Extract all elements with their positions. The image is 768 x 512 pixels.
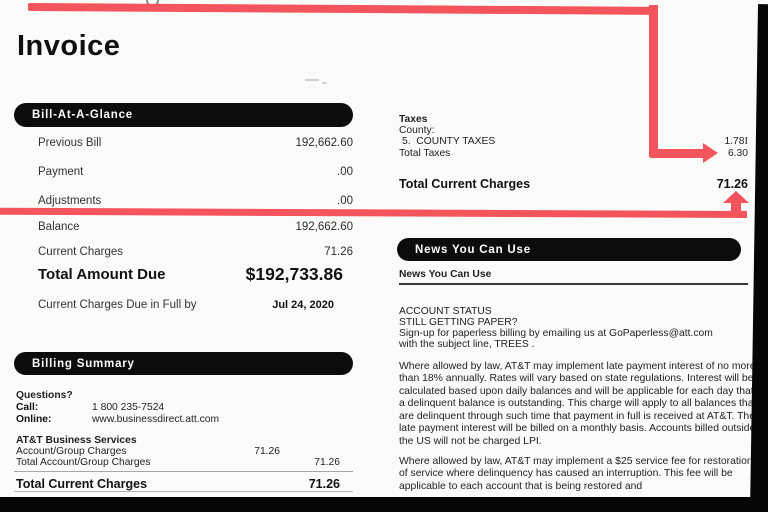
table-row: Adjustments .00 [38, 195, 353, 207]
business-services-label: AT&T Business Services [16, 435, 137, 446]
table-row: Current Charges 71.26 [38, 246, 353, 258]
smudge-artifact [305, 79, 319, 81]
bill-row-value: 71.26 [324, 246, 353, 258]
annotation-long-line [0, 207, 748, 218]
divider [14, 471, 353, 472]
billing-summary-header: Billing Summary [14, 352, 353, 375]
call-row: Call: 1 800 235-7524 [16, 402, 316, 414]
account-status-line: ACCOUNT STATUS [399, 306, 492, 317]
charges-row-label: Total Account/Group Charges [16, 457, 151, 468]
due-date-row: Current Charges Due in Full by Jul 24, 2… [38, 299, 334, 311]
total-taxes-label: Total Taxes [399, 148, 451, 159]
right-border-bar [750, 4, 768, 512]
annotation-arrow-right-icon [703, 143, 718, 163]
signup-line: with the subject line, TREES . [399, 339, 535, 350]
total-current-charges-row: Total Current Charges 71.26 [16, 477, 340, 491]
news-header: News You Can Use [397, 238, 741, 261]
news-header-label: News You Can Use [415, 243, 531, 256]
online-row: Online: www.businessdirect.att.com [16, 414, 316, 426]
bottom-border-bar [0, 497, 768, 512]
page-title: Invoice [17, 30, 121, 62]
call-value: 1 800 235-7524 [92, 402, 165, 413]
county-label: County: [399, 125, 435, 136]
text-cursor: I [744, 136, 749, 147]
total-current-charges-value: 71.26 [716, 177, 748, 191]
charges-row-value: 71.26 [314, 457, 340, 468]
bill-row-label: Current Charges [38, 246, 124, 258]
total-amount-due-row: Total Amount Due $192,733.86 [38, 264, 343, 285]
news-subheader: News You Can Use [399, 269, 492, 280]
bill-row-value: .00 [337, 166, 353, 178]
annotation-arrow-up-shaft [731, 202, 741, 215]
divider [399, 283, 748, 285]
bill-row-value: .00 [337, 195, 353, 207]
online-label: Online: [16, 414, 52, 425]
total-current-charges-label: Total Current Charges [399, 177, 531, 191]
annotation-top-line [27, 3, 659, 15]
online-value: www.businessdirect.att.com [92, 414, 220, 425]
bill-row-label: Adjustments [38, 195, 102, 207]
county-taxes-value: 1.78I [724, 136, 749, 147]
questions-label: Questions? [16, 390, 73, 401]
total-taxes-value: 6.30 [727, 148, 748, 159]
bill-at-a-glance-header: Bill-At-A-Glance [14, 103, 353, 127]
charges-row-label: Account/Group Charges [16, 446, 127, 457]
annotation-vertical-line [649, 5, 658, 157]
total-current-charges-row: Total Current Charges 71.26 [399, 177, 748, 191]
table-row: Account/Group Charges 71.26 [16, 446, 280, 458]
signup-line: Sign-up for paperless billing by emailin… [399, 328, 713, 339]
total-current-charges-label: Total Current Charges [16, 477, 148, 491]
total-current-charges-value: 71.26 [308, 477, 340, 491]
taxes-heading: Taxes [399, 114, 428, 125]
annotation-arrow-right-shaft [650, 149, 705, 158]
county-taxes-label: 5. COUNTY TAXES [402, 136, 496, 147]
bill-row-value: 192,662.60 [295, 137, 353, 149]
total-amount-due-value: $192,733.86 [245, 264, 343, 284]
table-row: Previous Bill 192,662.60 [38, 137, 353, 149]
smudge-artifact [322, 82, 327, 84]
annotation-arrow-up-icon [723, 191, 749, 203]
news-paragraph: Where allowed by law, AT&T may implement… [399, 456, 753, 492]
account-status-line: STILL GETTING PAPER? [399, 317, 518, 328]
bill-row-value: 192,662.60 [295, 221, 353, 233]
table-row: Total Account/Group Charges 71.26 [16, 457, 340, 469]
bill-at-a-glance-header-label: Bill-At-A-Glance [32, 109, 133, 121]
bill-row-label: Previous Bill [38, 137, 102, 149]
table-row: Payment .00 [38, 166, 353, 178]
table-row: Balance 192,662.60 [38, 221, 353, 233]
total-amount-due-label: Total Amount Due [38, 266, 166, 283]
bill-row-label: Balance [38, 221, 80, 233]
news-paragraph: Where allowed by law, AT&T may implement… [399, 361, 757, 447]
bill-row-label: Payment [38, 166, 84, 178]
due-date-label: Current Charges Due in Full by [38, 299, 197, 311]
county-taxes-row: 5. COUNTY TAXES 1.78I [402, 136, 748, 148]
due-date-value: Jul 24, 2020 [272, 299, 334, 311]
charges-row-value: 71.26 [254, 446, 280, 457]
billing-summary-header-label: Billing Summary [32, 357, 135, 370]
divider [14, 491, 353, 492]
total-taxes-row: Total Taxes 6.30 [399, 148, 748, 160]
call-label: Call: [16, 402, 39, 413]
